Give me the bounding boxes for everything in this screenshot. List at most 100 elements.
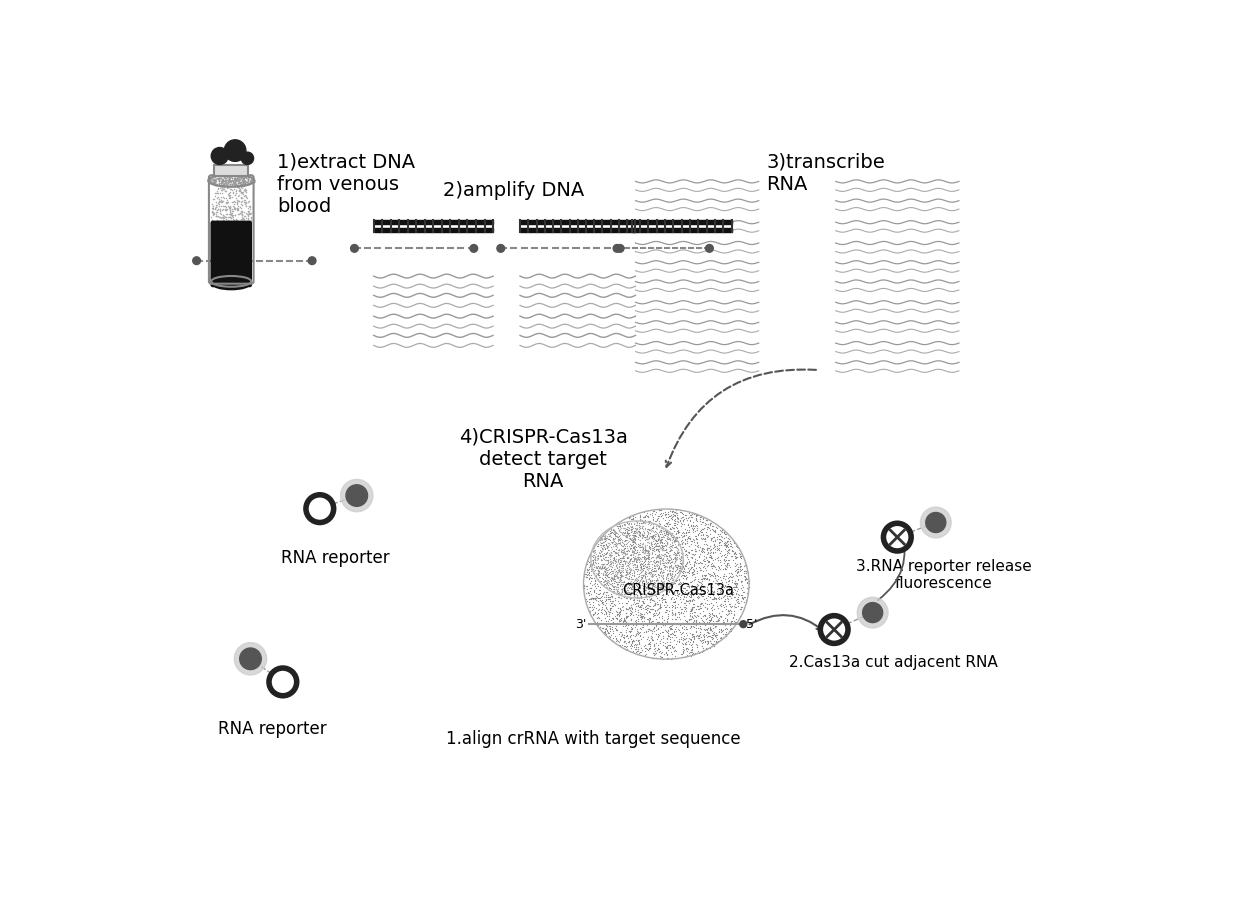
Point <box>616 625 636 640</box>
Point <box>718 575 738 589</box>
Point <box>656 538 676 553</box>
Point <box>660 532 680 547</box>
Point <box>670 561 689 575</box>
Point <box>737 595 756 610</box>
Point <box>219 221 239 235</box>
Point <box>738 575 758 590</box>
Point <box>739 575 759 590</box>
Point <box>631 539 651 554</box>
Point <box>621 606 641 621</box>
Point <box>666 526 686 540</box>
Point <box>599 604 619 619</box>
Point <box>228 244 248 258</box>
Point <box>589 584 609 598</box>
Point <box>596 571 616 585</box>
Point <box>614 558 634 573</box>
Point <box>601 548 621 562</box>
Point <box>614 537 634 551</box>
Point <box>609 561 629 575</box>
Point <box>599 569 619 584</box>
Point <box>637 557 657 571</box>
Point <box>215 173 234 188</box>
Point <box>620 623 640 638</box>
Point <box>588 559 608 574</box>
Point <box>701 633 720 648</box>
Point <box>642 543 662 557</box>
Point <box>673 511 693 525</box>
Point <box>678 564 698 578</box>
Point <box>649 573 668 587</box>
Point <box>630 605 650 620</box>
Point <box>675 581 694 595</box>
Point <box>707 591 727 605</box>
Point <box>211 227 231 242</box>
Point <box>657 537 677 551</box>
Point <box>206 209 226 224</box>
Point <box>624 596 644 611</box>
Point <box>611 552 631 566</box>
Point <box>632 594 652 609</box>
Point <box>649 641 668 656</box>
Point <box>687 640 707 654</box>
Point <box>686 615 706 630</box>
Point <box>221 207 241 221</box>
Point <box>711 546 730 560</box>
Point <box>650 534 670 548</box>
Point <box>595 542 615 557</box>
Point <box>641 569 661 584</box>
Point <box>662 504 682 519</box>
Point <box>661 593 681 607</box>
Point <box>239 204 259 218</box>
Point <box>631 551 651 566</box>
Point <box>686 602 706 616</box>
Point <box>681 588 701 603</box>
Point <box>216 241 236 255</box>
Point <box>215 239 234 253</box>
Point <box>630 610 650 624</box>
Point <box>662 504 682 519</box>
Point <box>218 216 238 231</box>
Point <box>657 582 677 596</box>
Point <box>712 525 732 539</box>
Point <box>715 547 735 561</box>
Point <box>599 548 619 562</box>
Point <box>624 565 644 579</box>
Point <box>734 584 754 599</box>
Point <box>630 566 650 580</box>
Point <box>613 614 632 629</box>
Point <box>671 549 691 564</box>
Point <box>219 177 239 191</box>
Point <box>231 229 250 244</box>
Point <box>630 563 650 577</box>
Point <box>593 548 613 563</box>
Point <box>584 548 604 563</box>
Point <box>577 565 596 579</box>
Point <box>206 217 226 232</box>
Point <box>595 534 615 548</box>
Point <box>212 228 232 243</box>
Point <box>651 551 671 566</box>
Point <box>650 601 670 615</box>
Point <box>603 612 622 626</box>
Point <box>615 538 635 552</box>
Point <box>637 592 657 606</box>
Point <box>635 596 655 611</box>
Point <box>667 545 687 559</box>
Point <box>668 546 688 560</box>
Point <box>596 557 616 571</box>
Point <box>728 564 748 578</box>
Point <box>713 571 733 585</box>
Point <box>226 176 246 190</box>
Point <box>621 550 641 565</box>
Point <box>583 545 603 559</box>
Point <box>624 568 644 583</box>
Point <box>653 552 673 566</box>
Point <box>639 541 658 556</box>
Point <box>619 520 639 535</box>
Point <box>687 579 707 594</box>
Point <box>590 549 610 564</box>
Point <box>228 178 248 192</box>
Point <box>684 570 704 584</box>
Point <box>621 607 641 621</box>
Point <box>735 558 755 573</box>
